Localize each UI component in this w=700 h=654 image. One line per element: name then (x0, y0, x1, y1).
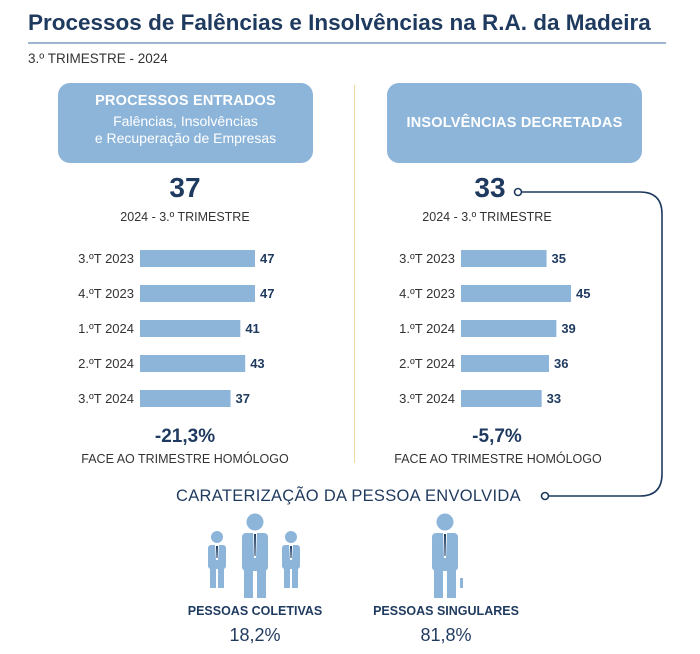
single-person-icon (432, 513, 463, 598)
insolvencias-decretadas-period: 2024 - 3.º TRIMESTRE (422, 210, 552, 224)
bar-value-label: 41 (245, 321, 259, 336)
category-label: 2.ºT 2024 (399, 356, 455, 371)
bar-value-label: 45 (576, 286, 590, 301)
pessoas-singulares-label: PESSOAS SINGULARES (373, 604, 519, 618)
processos-entrados-heading: PROCESSOS ENTRADOS (95, 93, 276, 109)
insolvencias-decretadas-change-caption: FACE AO TRIMESTRE HOMÓLOGO (394, 452, 602, 466)
page-title: Processos de Falências e Insolvências na… (28, 10, 651, 35)
category-label: 3.ºT 2023 (399, 251, 455, 266)
pessoas-coletivas-percent: 18,2% (229, 625, 281, 645)
category-label: 3.ºT 2024 (399, 391, 455, 406)
title-divider (28, 42, 666, 44)
processos-entrados-subheading: Falências, Insolvências e Recuperação de… (58, 113, 313, 147)
bar (140, 390, 231, 407)
bar (140, 285, 255, 302)
insolvencias-decretadas-header: INSOLVÊNCIAS DECRETADAS (387, 83, 642, 163)
bar (140, 320, 241, 337)
bar (140, 250, 255, 267)
bar-value-label: 47 (260, 251, 274, 266)
bar (461, 320, 557, 337)
group-of-people-icon (208, 513, 300, 598)
insolvencias-decretadas-heading: INSOLVÊNCIAS DECRETADAS (406, 115, 623, 131)
bar-value-label: 37 (236, 391, 250, 406)
pessoas-singulares-percent: 81,8% (420, 625, 472, 645)
bar-value-label: 35 (552, 251, 566, 266)
insolvencias-decretadas-total: 33 (474, 172, 506, 203)
bar-value-label: 43 (250, 356, 264, 371)
category-label: 2.ºT 2024 (78, 356, 134, 371)
bar-value-label: 36 (554, 356, 568, 371)
characterization-title: CARATERIZAÇÃO DA PESSOA ENVOLVIDA (176, 487, 521, 505)
insolvencias-decretadas-change: -5,7% (472, 426, 522, 447)
category-label: 3.ºT 2023 (78, 251, 134, 266)
processos-entrados-change-caption: FACE AO TRIMESTRE HOMÓLOGO (81, 452, 289, 466)
processos-entrados-total: 37 (169, 172, 201, 203)
bar-value-label: 33 (547, 391, 561, 406)
processos-entrados-header: PROCESSOS ENTRADOS Falências, Insolvênci… (58, 83, 313, 163)
pessoas-coletivas-label: PESSOAS COLETIVAS (187, 604, 323, 618)
processos-entrados-period: 2024 - 3.º TRIMESTRE (120, 210, 250, 224)
bar (461, 250, 547, 267)
bar-value-label: 47 (260, 286, 274, 301)
subheading-line-1: Falências, Insolvências (113, 113, 258, 129)
subheading-line-2: e Recuperação de Empresas (94, 130, 277, 146)
bar-value-label: 39 (561, 321, 575, 336)
page-subtitle: 3.º TRIMESTRE - 2024 (28, 51, 168, 66)
category-label: 1.ºT 2024 (399, 321, 455, 336)
processos-entrados-bar-chart: 3.ºT 2023 47 4.ºT 2023 47 1.ºT 2024 41 2.ºT 20… (78, 250, 274, 407)
insolvencias-decretadas-bar-chart: 3.ºT 2023 35 4.ºT 2023 45 1.ºT 2024 39 2.ºT 20… (399, 250, 590, 407)
category-label: 4.ºT 2023 (78, 286, 134, 301)
bar (461, 285, 571, 302)
bar (140, 355, 246, 372)
category-label: 4.ºT 2023 (399, 286, 455, 301)
bar (461, 390, 542, 407)
category-label: 3.ºT 2024 (78, 391, 134, 406)
category-label: 1.ºT 2024 (78, 321, 134, 336)
processos-entrados-change: -21,3% (154, 426, 216, 447)
bar (461, 355, 549, 372)
panel-divider (354, 85, 355, 463)
